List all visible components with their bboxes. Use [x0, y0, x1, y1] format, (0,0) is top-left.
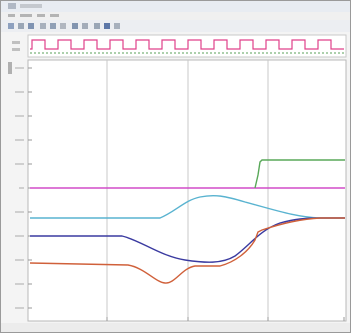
digital-panel [27, 34, 347, 58]
menu-item[interactable] [37, 14, 45, 17]
menu-item[interactable] [8, 14, 15, 17]
menu-item[interactable] [20, 14, 32, 17]
tool-button[interactable] [94, 23, 100, 29]
menu-item[interactable] [50, 14, 59, 17]
tool-button[interactable] [114, 23, 120, 29]
axis-title [8, 62, 12, 74]
tool-button[interactable] [82, 23, 88, 29]
digital-trace [30, 39, 344, 50]
app-icon [8, 3, 16, 9]
tool-button[interactable] [8, 23, 14, 29]
tool-button[interactable] [60, 23, 66, 29]
toolbar [1, 20, 350, 32]
trace-cyan [30, 194, 345, 219]
tool-button[interactable] [18, 23, 24, 29]
channel-label [12, 41, 20, 44]
channel-label [12, 48, 20, 51]
menu-items [8, 14, 59, 17]
status-bar [1, 323, 350, 332]
toolbar-buttons [8, 23, 120, 29]
title-bar [1, 1, 350, 12]
grid [106, 60, 269, 321]
x-axis-ticks [106, 317, 345, 321]
tool-button[interactable] [72, 23, 78, 29]
window-title [20, 4, 42, 8]
menu-bar [1, 12, 350, 20]
tool-button[interactable] [40, 23, 46, 29]
tool-button[interactable] [28, 23, 34, 29]
trace-blue [30, 217, 345, 263]
trace-green [254, 159, 345, 189]
plot-area [27, 59, 347, 322]
y-axis-labels [15, 67, 24, 309]
trace-red [29, 217, 345, 284]
tool-button[interactable] [104, 23, 110, 29]
tool-button[interactable] [50, 23, 56, 29]
